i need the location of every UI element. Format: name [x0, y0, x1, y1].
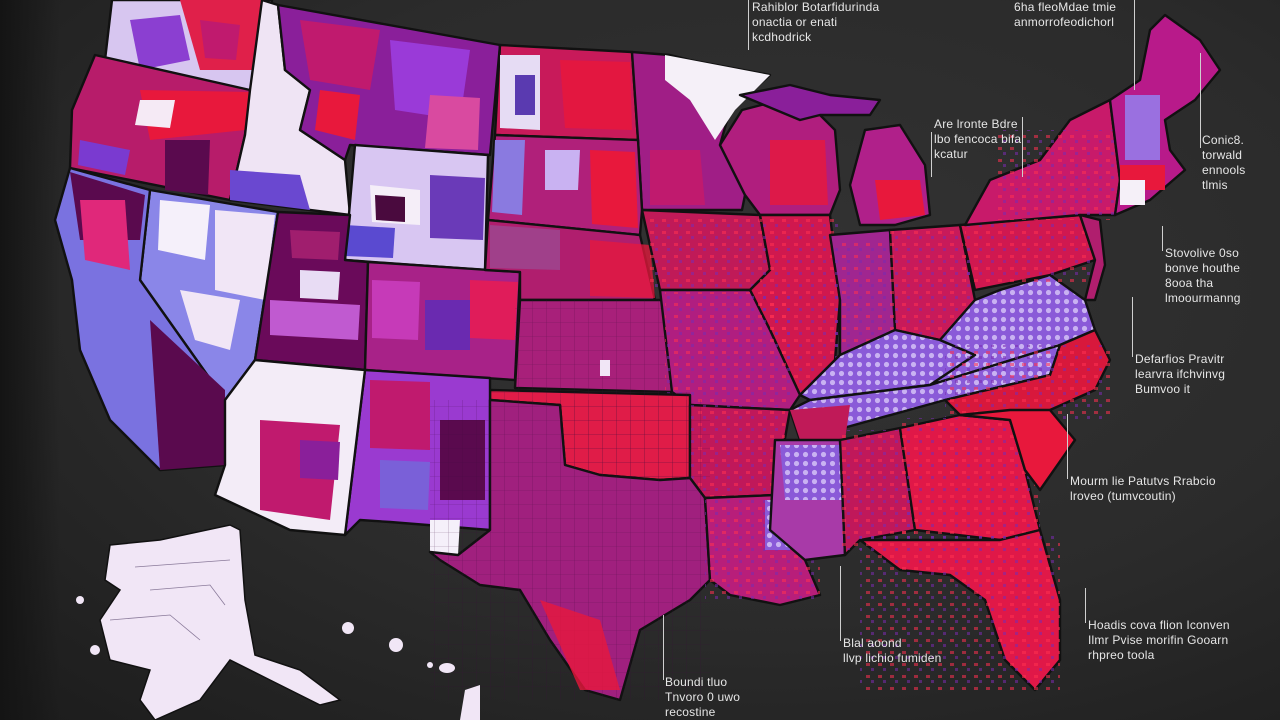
- annotation-line: kcatur: [934, 147, 968, 161]
- leader-line: [840, 566, 841, 641]
- annotation-line: Stovolive 0so: [1165, 246, 1239, 260]
- annotation-top-right: 6ha fleoMdae tmie anmorrofeodichorl: [1014, 0, 1135, 90]
- annotation-line: llvp lichio fumiden: [843, 651, 942, 665]
- annotation-line: Defarfios Pravitr: [1135, 352, 1225, 366]
- state-new-england[interactable]: [1108, 13, 1222, 217]
- annotation-line: Rahiblor Botarfidurinda: [752, 0, 880, 14]
- annotation-line: Boundi tluo: [665, 675, 728, 689]
- annotation-line: recostine: [665, 705, 716, 719]
- annotation-line: kcdhodrick: [752, 30, 812, 44]
- annotation-line: lmoourmanng: [1165, 291, 1241, 305]
- state-missouri[interactable]: [658, 288, 802, 412]
- state-michigan[interactable]: [738, 83, 932, 227]
- annotation-line: Blal aoond: [843, 636, 902, 650]
- state-mid-atlantic[interactable]: [1078, 213, 1107, 302]
- annotation-line: Tnvoro 0 uwo: [665, 690, 741, 704]
- state-montana[interactable]: [276, 3, 502, 162]
- annotation-florida: Hoadis cova flion Iconven Ilmr Pvise mor…: [1085, 588, 1230, 663]
- annotation-gulf: Blal aoond llvp lichio fumiden: [840, 566, 942, 666]
- leader-line: [1200, 53, 1201, 148]
- state-colorado[interactable]: [363, 260, 522, 382]
- state-california[interactable]: [53, 166, 227, 472]
- leader-line: [1132, 297, 1133, 357]
- inset-hawaii[interactable]: [342, 622, 480, 720]
- state-new-york[interactable]: [963, 98, 1122, 227]
- state-north-carolina[interactable]: [943, 328, 1112, 422]
- annotation-line: Hoadis cova flion Iconven: [1088, 618, 1230, 632]
- annotation-new-england: Conic8. torwald ennools tlmis: [1200, 53, 1246, 193]
- leader-line: [1162, 226, 1163, 251]
- annotation-line: ennools: [1202, 163, 1246, 177]
- state-arizona[interactable]: [213, 358, 367, 537]
- annotation-line: lroveo (tumvcoutin): [1070, 489, 1176, 503]
- annotation-line: tlmis: [1202, 178, 1228, 192]
- state-pennsylvania[interactable]: [958, 213, 1097, 292]
- inset-alaska[interactable]: [76, 524, 342, 720]
- state-ohio[interactable]: [888, 223, 977, 342]
- annotation-great-lakes: Are lronte Bdre lbo fencoca bifa kcatur: [931, 117, 1023, 177]
- state-wyoming[interactable]: [343, 143, 490, 272]
- annotation-top-center: Rahiblor Botarfidurinda onactia or enati…: [748, 0, 880, 50]
- annotation-line: Bumvoo it: [1135, 382, 1191, 396]
- annotation-line: 8ooa tha: [1165, 276, 1214, 290]
- annotation-carolinas: Mourm lie Patutvs Rrabcio lroveo (tumvco…: [1067, 414, 1216, 504]
- leader-line: [1067, 414, 1068, 479]
- annotation-mid-atlantic: Stovolive 0so bonve houthe 8ooa tha lmoo…: [1162, 226, 1241, 306]
- leader-line: [748, 0, 749, 50]
- annotation-virginia: Defarfios Pravitr learvra ifchvinvg Bumv…: [1132, 297, 1226, 397]
- annotation-line: Ilmr Pvise morifin Gooarn: [1088, 633, 1229, 647]
- annotation-line: Are lronte Bdre: [934, 117, 1018, 131]
- state-nevada[interactable]: [138, 188, 280, 402]
- leader-line: [1022, 117, 1023, 177]
- annotation-line: rhpreo toola: [1088, 648, 1155, 662]
- state-iowa[interactable]: [640, 208, 772, 292]
- state-south-dakota[interactable]: [486, 133, 644, 237]
- state-florida[interactable]: [858, 528, 1062, 692]
- annotation-texas: Boundi tluo Tnvoro 0 uwo recostine: [663, 615, 741, 720]
- annotation-line: bonve houthe: [1165, 261, 1241, 275]
- state-oregon[interactable]: [68, 53, 252, 202]
- annotation-line: onactia or enati: [752, 15, 838, 29]
- annotation-line: learvra ifchvinvg: [1135, 367, 1226, 381]
- state-texas[interactable]: [428, 398, 712, 702]
- annotation-line: Conic8.: [1202, 133, 1245, 147]
- leader-line: [1085, 588, 1086, 623]
- annotation-line: anmorrofeodichorl: [1014, 15, 1115, 29]
- state-nebraska[interactable]: [483, 218, 657, 302]
- state-south-carolina[interactable]: [958, 408, 1077, 492]
- state-utah[interactable]: [253, 210, 370, 372]
- annotation-line: lbo fencoca bifa: [934, 132, 1022, 146]
- edge-vignette: [0, 0, 60, 720]
- leader-line: [1134, 0, 1135, 90]
- state-mississippi[interactable]: [768, 438, 847, 562]
- annotation-line: 6ha fleoMdae tmie: [1014, 0, 1117, 14]
- state-washington[interactable]: [103, 0, 274, 102]
- state-north-dakota[interactable]: [493, 43, 640, 142]
- annotation-line: torwald: [1202, 148, 1243, 162]
- annotation-line: Mourm lie Patutvs Rrabcio: [1070, 474, 1216, 488]
- leader-line: [663, 615, 664, 680]
- leader-line: [931, 132, 932, 177]
- state-kansas[interactable]: [513, 298, 674, 394]
- state-indiana[interactable]: [828, 228, 897, 357]
